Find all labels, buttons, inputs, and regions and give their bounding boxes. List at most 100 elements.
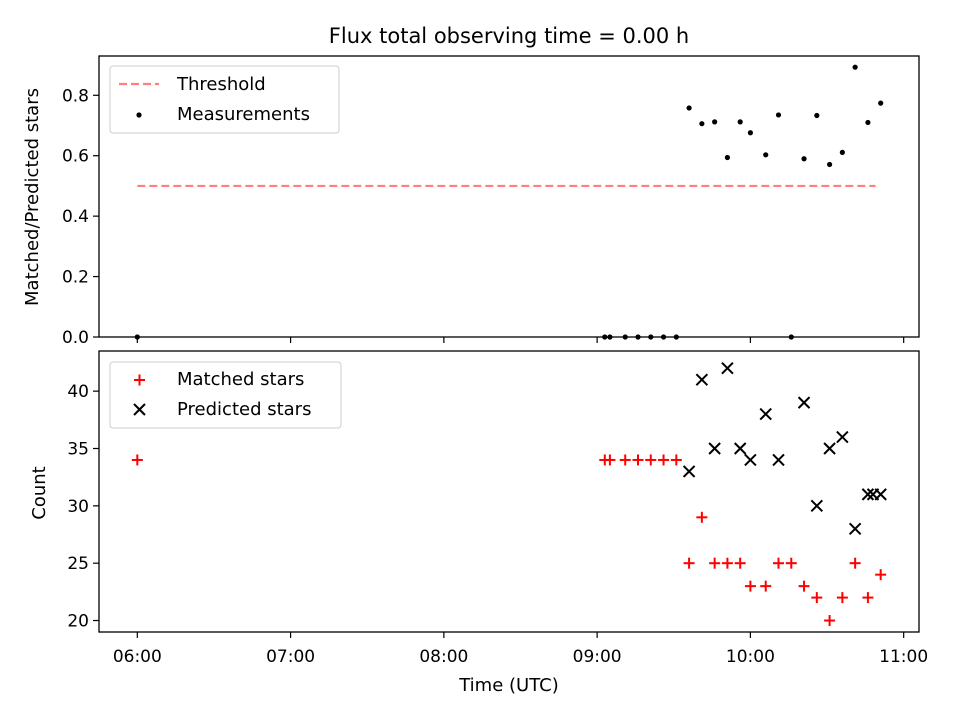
bottom-ytick-label-3: 35 [67,439,89,459]
bottom-ytick-label-1: 25 [67,554,89,574]
bottom-xtick-label-2: 08:00 [419,647,468,667]
top-ytick-label-2: 0.4 [62,207,89,227]
matched-point-7 [670,454,682,466]
top-ticks: 0.0 0.2 0.4 0.6 0.8 [62,86,905,348]
measurement-point-21 [852,64,858,70]
predicted-point-11 [836,430,849,444]
matched-legend-label: Matched stars [177,369,304,390]
matched-point-10 [709,557,721,569]
matched-legend-swatch [134,374,145,386]
matched-point-4 [632,454,644,466]
bottom-xtick-label-3: 09:00 [573,647,622,667]
matched-point-6 [658,454,670,466]
measurement-point-18 [814,112,820,119]
predicted-point-1 [695,373,709,386]
predicted-point-10 [823,442,836,455]
matched-point-15 [773,557,785,569]
measurement-point-22 [865,119,871,126]
predicted-point-5 [744,453,757,467]
measurement-point-15 [775,112,782,118]
matched-point-11 [721,557,733,569]
chart-title: Flux total observing time = 0.00 h [329,24,689,48]
matched-point-19 [824,615,836,627]
predicted-point-15 [874,488,887,501]
matched-point-0 [131,454,143,466]
matched-point-14 [760,580,772,592]
top-plot-frame [98,55,920,338]
predicted-legend-swatch [133,403,146,416]
measurement-point-13 [747,130,754,136]
matched-point-16 [785,557,797,569]
measurement-point-10 [712,119,718,125]
bottom-ytick-label-2: 30 [67,497,89,517]
bottom-xtick-label-4: 10:00 [726,647,775,667]
predicted-point-7 [772,453,785,467]
measurement-point-17 [801,156,807,162]
top-legend: Threshold Measurements [109,65,340,134]
top-ytick-label-0: 0.0 [62,328,89,348]
measurement-point-4 [635,334,641,340]
predicted-point-6 [759,407,772,421]
matched-point-23 [875,569,887,581]
matched-point-9 [696,511,708,523]
predicted-point-8 [797,396,811,409]
predicted-point-13 [861,488,875,501]
measurement-point-7 [673,334,679,340]
measurement-point-20 [839,149,845,155]
top-ytick-label-3: 0.6 [62,147,89,167]
measurement-point-14 [763,152,769,158]
measurement-point-16 [788,334,794,340]
measurement-point-3 [622,334,628,340]
bottom-plot-frame [98,350,920,633]
top-ytick-label-4: 0.8 [62,86,89,106]
measurement-point-19 [826,161,833,168]
top-marks [134,64,884,340]
bottom-ticks: 20 25 30 35 40 06:00 07:00 08:00 09:00 10:00 11:00 [67,382,928,667]
matched-point-13 [744,580,756,592]
predicted-point-2 [708,442,721,455]
bottom-legend: Matched stars Predicted stars [109,361,342,429]
measurements-legend-swatch [136,112,142,118]
top-ylabel: Matched/Predicted stars [22,88,43,306]
top-panel: 0.00.20.40.60.8 Matched/Predicted stars … [22,55,920,348]
measurement-point-6 [660,334,667,340]
matched-point-17 [798,580,810,592]
bottom-marks [131,361,887,627]
bottom-xtick-label-1: 07:00 [266,647,315,667]
matched-point-12 [734,557,746,569]
measurement-point-2 [607,334,613,340]
matched-point-2 [604,454,616,466]
threshold-legend-label: Threshold [176,74,266,95]
bottom-legend-box [109,361,342,429]
matched-point-5 [645,454,657,466]
measurements-legend-label: Measurements [177,104,310,125]
predicted-point-0 [682,465,696,478]
matched-point-18 [811,592,823,604]
measurement-point-23 [878,100,884,106]
matched-point-8 [683,557,695,569]
predicted-legend-label: Predicted stars [177,399,311,420]
matched-point-22 [862,592,874,604]
measurement-point-8 [686,105,692,111]
matched-point-20 [836,592,848,604]
bottom-xtick-label-5: 11:00 [879,647,928,667]
measurement-point-0 [134,334,140,340]
bottom-panel: 20 25 30 35 40 06:00 07:00 08:00 09:00 10:00 11:00… [29,350,928,696]
predicted-point-12 [848,522,862,535]
top-ytick-label-1: 0.2 [62,268,89,288]
matched-point-21 [849,557,861,569]
top-legend-box [109,65,340,134]
bottom-ylabel: Count [29,466,50,519]
matched-point-3 [619,454,631,466]
measurement-point-1 [602,334,608,340]
bottom-xlabel: Time (UTC) [458,675,559,696]
measurement-point-5 [648,334,654,340]
bottom-xtick-label-0: 06:00 [113,647,162,667]
bottom-ytick-label-4: 40 [67,382,89,402]
measurement-point-11 [724,154,731,161]
measurement-point-12 [737,119,743,125]
bottom-ytick-label-0: 20 [67,612,89,632]
measurement-point-9 [699,121,705,127]
predicted-point-3 [721,361,734,375]
